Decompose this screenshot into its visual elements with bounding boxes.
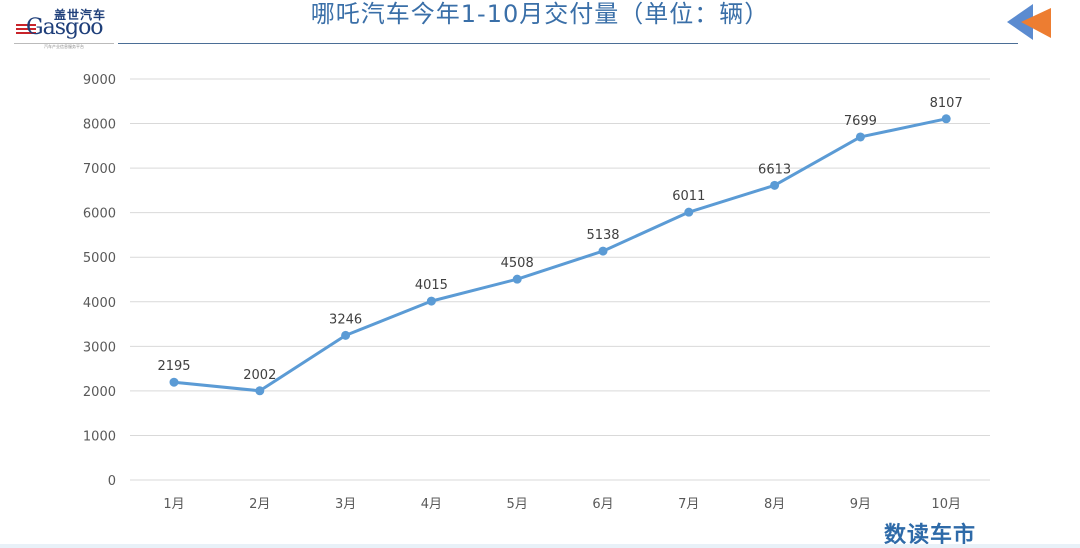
gasgoo-logo: 盖世汽车 Gasgoo 汽车产业信息服务平台 xyxy=(14,6,114,49)
data-label: 6613 xyxy=(758,162,791,177)
x-tick-label: 5月 xyxy=(507,497,528,512)
logo-en-text: Gasgoo xyxy=(26,15,104,40)
chart-title: 哪吒汽车今年1-10月交付量（单位：辆） xyxy=(310,0,770,28)
series-line xyxy=(172,117,948,393)
data-point-marker xyxy=(426,296,436,306)
y-tick-label: 3000 xyxy=(83,340,116,355)
y-tick-label: 8000 xyxy=(83,118,116,133)
data-label: 6011 xyxy=(672,189,705,204)
data-label: 2002 xyxy=(243,368,276,383)
data-label: 2195 xyxy=(157,359,190,374)
data-point-marker xyxy=(341,330,351,340)
y-tick-label: 4000 xyxy=(83,296,116,311)
x-tick-label: 1月 xyxy=(163,497,184,512)
y-tick-label: 0 xyxy=(108,474,116,489)
x-tick-label: 7月 xyxy=(678,497,699,512)
data-label: 3246 xyxy=(329,312,362,327)
bottom-band xyxy=(0,544,1080,548)
logo-cn-text: 盖世汽车 xyxy=(54,8,107,22)
header-divider xyxy=(118,43,1018,44)
data-point-marker xyxy=(770,180,780,190)
x-tick-label: 4月 xyxy=(421,497,442,512)
y-tick-label: 1000 xyxy=(83,429,116,444)
y-tick-label: 6000 xyxy=(83,207,116,222)
back-arrow-icon[interactable] xyxy=(1005,2,1053,42)
data-label: 8107 xyxy=(930,96,963,111)
watermark-text: 数读车市 xyxy=(884,523,977,548)
data-point-marker xyxy=(169,377,179,387)
x-tick-label: 8月 xyxy=(764,497,785,512)
logo-tagline: 汽车产业信息服务平台 xyxy=(14,43,114,49)
x-tick-label: 9月 xyxy=(850,497,871,512)
data-point-marker xyxy=(684,207,694,217)
y-tick-label: 9000 xyxy=(83,73,116,88)
data-point-marker xyxy=(941,114,951,124)
y-tick-label: 7000 xyxy=(83,162,116,177)
y-tick-label: 2000 xyxy=(83,385,116,400)
x-tick-label: 6月 xyxy=(592,497,613,512)
data-label: 4508 xyxy=(501,256,534,271)
data-point-marker xyxy=(512,274,522,284)
data-point-marker xyxy=(598,246,608,256)
x-tick-label: 3月 xyxy=(335,497,356,512)
data-label: 4015 xyxy=(415,278,448,293)
data-point-marker xyxy=(855,132,865,142)
data-point-marker xyxy=(255,386,265,396)
y-tick-label: 5000 xyxy=(83,251,116,266)
x-tick-label: 2月 xyxy=(249,497,270,512)
x-tick-label: 10月 xyxy=(931,497,961,512)
logo-stripes-icon xyxy=(16,24,36,36)
data-label: 7699 xyxy=(844,114,877,129)
data-label: 5138 xyxy=(586,228,619,243)
